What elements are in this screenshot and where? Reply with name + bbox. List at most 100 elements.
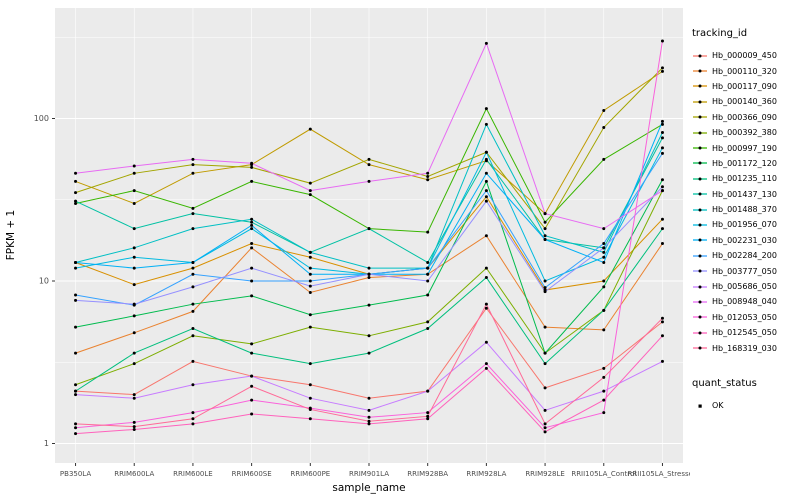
data-point <box>660 359 664 363</box>
data-point <box>543 286 547 290</box>
data-point <box>426 171 430 175</box>
data-point <box>74 171 78 175</box>
legend-item-label: Hb_000140_360 <box>712 97 777 107</box>
legend-item-Hb_001437_130: Hb_001437_130 <box>692 187 800 202</box>
legend-key-line-icon <box>693 54 707 58</box>
legend-item-Hb_000110_320: Hb_000110_320 <box>692 63 800 78</box>
legend-item-Hb_001235_110: Hb_001235_110 <box>692 171 800 186</box>
legend-item-Hb_008948_040: Hb_008948_040 <box>692 294 800 309</box>
data-point <box>543 386 547 390</box>
chart: PB350LA RRIM600LA RRIM600LE RRIM600SE RRIM60… <box>5 8 690 494</box>
legend-key-line-icon <box>693 254 707 258</box>
data-point <box>602 366 606 370</box>
legend-item-Hb_168319_030: Hb_168319_030 <box>692 340 800 355</box>
data-point <box>543 426 547 430</box>
data-point <box>426 293 430 297</box>
data-point <box>543 227 547 231</box>
data-point <box>602 398 606 402</box>
legend-item-ok: OK <box>692 398 800 413</box>
data-point <box>308 407 312 411</box>
data-point <box>132 420 136 424</box>
data-point <box>543 290 547 294</box>
legend-key-line-icon <box>693 315 707 319</box>
series-layer <box>74 39 664 436</box>
data-point <box>191 327 195 331</box>
data-point <box>191 206 195 210</box>
data-point <box>191 422 195 426</box>
legend-key-line-icon <box>693 100 707 104</box>
legend-item-label: Hb_001437_130 <box>712 189 777 199</box>
data-point <box>660 178 664 182</box>
data-point <box>426 260 430 264</box>
data-point <box>250 266 254 270</box>
legend-item-label: Hb_002284_200 <box>712 251 777 261</box>
data-point <box>74 393 78 397</box>
data-point <box>308 383 312 387</box>
y-tick-label: 10 <box>39 277 49 286</box>
data-point <box>543 238 547 242</box>
data-point <box>74 293 78 297</box>
data-point <box>308 279 312 283</box>
legend-title-tracking-id: tracking_id <box>692 28 748 39</box>
legend-key-line-icon <box>693 285 707 289</box>
data-point <box>602 255 606 259</box>
data-point <box>426 279 430 283</box>
data-point <box>191 171 195 175</box>
data-point <box>250 217 254 221</box>
data-point <box>484 302 488 306</box>
data-point <box>484 107 488 111</box>
data-point <box>660 334 664 338</box>
data-point <box>602 157 606 161</box>
x-tick-label: RRIM928LA <box>466 470 506 478</box>
data-point <box>602 308 606 312</box>
legend-item-label: Hb_001488_370 <box>712 205 777 215</box>
data-point <box>543 212 547 216</box>
x-tick-label: RRIM600PE <box>290 470 330 478</box>
data-point <box>191 383 195 387</box>
data-point <box>308 362 312 366</box>
legend-key-line-icon <box>693 223 707 227</box>
legend-key-line-icon <box>693 346 707 350</box>
data-point <box>484 195 488 199</box>
data-point <box>308 193 312 197</box>
data-point <box>250 374 254 378</box>
data-point <box>543 408 547 412</box>
legend-item-label: Hb_000009_450 <box>712 51 777 61</box>
data-point <box>132 427 136 431</box>
data-point <box>250 342 254 346</box>
data-point <box>250 246 254 250</box>
data-point <box>308 250 312 254</box>
data-point <box>191 212 195 216</box>
data-point <box>74 389 78 393</box>
data-point <box>74 426 78 430</box>
data-point <box>426 230 430 234</box>
data-point <box>602 126 606 130</box>
data-point <box>74 383 78 387</box>
data-point <box>74 201 78 205</box>
data-point <box>191 227 195 231</box>
legend-key-line-icon <box>693 146 707 150</box>
plot-panel <box>55 8 683 463</box>
legend-item-label: Hb_168319_030 <box>712 343 777 353</box>
legend-item-Hb_001172_120: Hb_001172_120 <box>692 156 800 171</box>
data-point <box>602 389 606 393</box>
data-point <box>660 185 664 189</box>
data-point <box>426 174 430 178</box>
data-point <box>602 109 606 113</box>
data-point <box>308 284 312 288</box>
data-point <box>602 227 606 231</box>
data-point <box>426 266 430 270</box>
legend-item-label: Hb_000110_320 <box>712 66 777 76</box>
legend-item-label: Hb_000366_090 <box>712 112 777 122</box>
data-point <box>484 41 488 45</box>
data-point <box>250 220 254 224</box>
legend-item-Hb_000366_090: Hb_000366_090 <box>692 110 800 125</box>
legend-item-label: OK <box>712 401 724 410</box>
legend-item-Hb_000117_090: Hb_000117_090 <box>692 79 800 94</box>
data-point <box>250 227 254 231</box>
legend-item-Hb_000009_450: Hb_000009_450 <box>692 48 800 63</box>
x-tick-label: RRIM600LA <box>114 470 154 478</box>
data-point <box>426 414 430 418</box>
data-point <box>250 242 254 246</box>
data-point <box>74 179 78 183</box>
